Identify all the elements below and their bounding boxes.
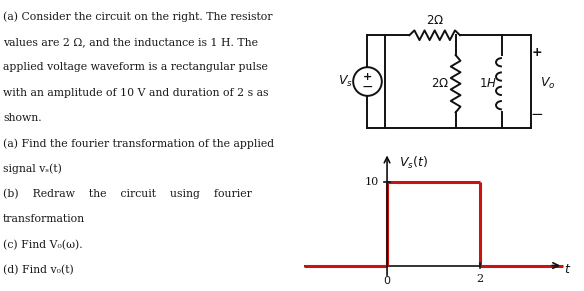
- Text: $2\Omega$: $2\Omega$: [431, 77, 449, 90]
- Text: $\mathit{V_s(t)}$: $\mathit{V_s(t)}$: [399, 155, 427, 171]
- Text: −: −: [361, 79, 373, 93]
- Text: $\mathit{0}$: $\mathit{0}$: [383, 274, 391, 286]
- Text: values are 2 Ω, and the inductance is 1 H. The: values are 2 Ω, and the inductance is 1 …: [3, 37, 258, 47]
- Text: signal vₛ(t): signal vₛ(t): [3, 164, 62, 174]
- Text: +: +: [363, 72, 372, 82]
- Text: applied voltage waveform is a rectangular pulse: applied voltage waveform is a rectangula…: [3, 62, 268, 72]
- Text: $\!\!\mathit{t}$: $\!\!\mathit{t}$: [565, 263, 572, 276]
- Text: (a) Consider the circuit on the right. The resistor: (a) Consider the circuit on the right. T…: [3, 12, 273, 22]
- Text: $\mathit{V_s}$: $\mathit{V_s}$: [338, 74, 353, 89]
- Text: with an amplitude of 10 V and duration of 2 s as: with an amplitude of 10 V and duration o…: [3, 88, 269, 97]
- Text: shown.: shown.: [3, 113, 41, 123]
- Text: $\mathit{V_o}$: $\mathit{V_o}$: [540, 76, 556, 91]
- Text: 10: 10: [364, 177, 378, 187]
- Text: (a) Find the fourier transformation of the applied: (a) Find the fourier transformation of t…: [3, 138, 274, 149]
- Text: −: −: [531, 107, 544, 122]
- Text: (b)    Redraw    the    circuit    using    fourier: (b) Redraw the circuit using fourier: [3, 189, 252, 199]
- Text: +: +: [532, 46, 543, 59]
- Text: $1H$: $1H$: [478, 77, 496, 90]
- Text: (c) Find V₀(ω).: (c) Find V₀(ω).: [3, 239, 82, 250]
- Text: transformation: transformation: [3, 214, 85, 224]
- Text: (d) Find v₀(t): (d) Find v₀(t): [3, 265, 74, 275]
- Text: $2\Omega$: $2\Omega$: [426, 15, 444, 27]
- Text: 2: 2: [476, 274, 483, 284]
